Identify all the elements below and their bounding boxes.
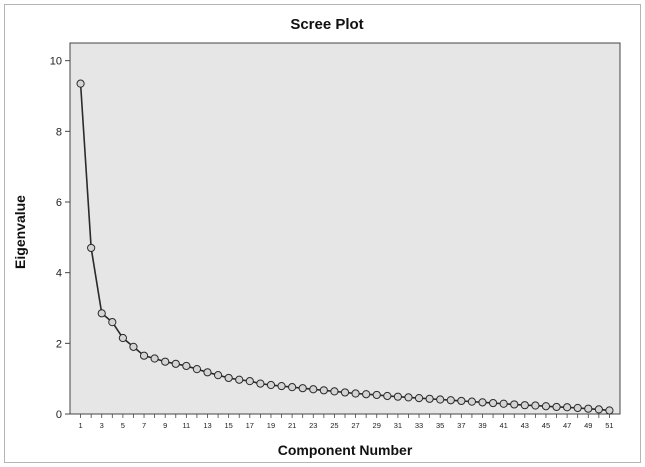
x-tick-label: 35 [436, 421, 444, 430]
data-point-marker [161, 357, 170, 366]
eigenvalue-markers [76, 79, 614, 415]
data-point-marker [467, 397, 477, 406]
data-point-marker [605, 406, 614, 415]
data-point-marker [510, 400, 519, 409]
y-tick-label: 10 [50, 56, 62, 68]
data-point-marker [446, 396, 455, 405]
x-tick-label: 21 [288, 421, 296, 430]
x-tick-label: 3 [100, 421, 104, 430]
data-point-marker [203, 368, 212, 377]
x-tick-label: 37 [457, 421, 465, 430]
y-axis-title: Eigenvalue [12, 195, 28, 269]
data-point-marker [256, 379, 265, 388]
x-tick-label: 45 [542, 421, 550, 430]
data-point-marker [139, 351, 149, 360]
x-tick-label: 5 [121, 421, 125, 430]
data-point-marker [266, 380, 276, 390]
data-point-marker [351, 389, 360, 398]
x-tick-label: 15 [224, 421, 232, 430]
data-point-marker [76, 79, 85, 88]
x-tick-label: 7 [142, 421, 146, 430]
x-tick-label: 25 [330, 421, 338, 430]
data-point-marker [594, 405, 603, 414]
y-tick-label: 6 [56, 197, 62, 209]
x-tick-label: 51 [605, 421, 613, 430]
x-tick-label: 17 [246, 421, 254, 430]
x-tick-label: 39 [478, 421, 486, 430]
x-tick-label: 9 [163, 421, 167, 430]
plot-area [69, 42, 621, 415]
x-tick-label: 33 [415, 421, 423, 430]
y-tick-label: 0 [56, 409, 62, 421]
x-tick-label: 43 [521, 421, 529, 430]
data-point-marker [404, 393, 413, 402]
y-tick-label: 4 [56, 268, 62, 280]
data-point-marker [584, 404, 593, 413]
x-tick-label: 19 [267, 421, 275, 430]
y-tick-label: 2 [56, 338, 62, 350]
data-point-marker [330, 387, 339, 396]
data-point-marker [245, 377, 254, 386]
data-point-marker [118, 333, 127, 343]
data-point-marker [563, 403, 572, 412]
x-tick-label: 41 [499, 421, 507, 430]
data-point-marker [573, 403, 582, 413]
data-point-marker [182, 361, 191, 371]
data-point-marker [372, 390, 381, 400]
data-point-marker [87, 243, 96, 253]
data-point-marker [425, 394, 434, 403]
data-point-marker [192, 365, 202, 374]
y-tick-label: 8 [56, 126, 62, 138]
data-point-marker [457, 396, 466, 406]
data-point-marker [319, 386, 328, 395]
data-point-marker [552, 402, 561, 412]
data-point-marker [129, 342, 138, 351]
chart-title: Scree Plot [290, 16, 363, 33]
data-point-marker [213, 371, 223, 380]
x-tick-label: 31 [394, 421, 402, 430]
data-point-marker [224, 373, 233, 383]
data-point-marker [541, 402, 551, 411]
x-tick-label: 11 [182, 421, 190, 430]
x-tick-label: 13 [203, 421, 211, 430]
data-point-marker [171, 359, 180, 368]
x-axis-title: Component Number [278, 442, 413, 458]
data-point-marker [414, 394, 424, 403]
data-point-marker [340, 388, 350, 397]
x-tick-label: 1 [78, 421, 82, 430]
data-point-marker [97, 309, 106, 318]
data-point-marker [488, 398, 498, 408]
data-point-marker [277, 381, 286, 391]
data-point-marker [436, 395, 445, 404]
data-point-marker [150, 354, 159, 363]
x-tick-label: 23 [309, 421, 317, 430]
data-point-marker [235, 375, 244, 384]
data-point-marker [108, 318, 117, 327]
data-point-marker [383, 391, 392, 401]
data-point-marker [288, 383, 297, 392]
data-point-marker [298, 384, 307, 393]
data-point-marker [520, 401, 529, 410]
y-axis-ticks: 0 2 4 6 8 10 [50, 56, 70, 421]
data-point-marker [393, 392, 402, 401]
x-axis-ticks: 1 3 5 7 9 11 13 15 17 19 21 23 25 27 29 31 33 35 37 39 41 43 4… [78, 414, 614, 430]
data-point-marker [531, 401, 540, 410]
x-tick-label: 47 [563, 421, 571, 430]
x-tick-label: 27 [351, 421, 359, 430]
data-point-marker [478, 398, 487, 407]
x-tick-label: 49 [584, 421, 592, 430]
data-point-marker [499, 399, 508, 408]
data-point-marker [309, 385, 318, 394]
data-point-marker [362, 390, 371, 399]
x-tick-label: 29 [373, 421, 381, 430]
